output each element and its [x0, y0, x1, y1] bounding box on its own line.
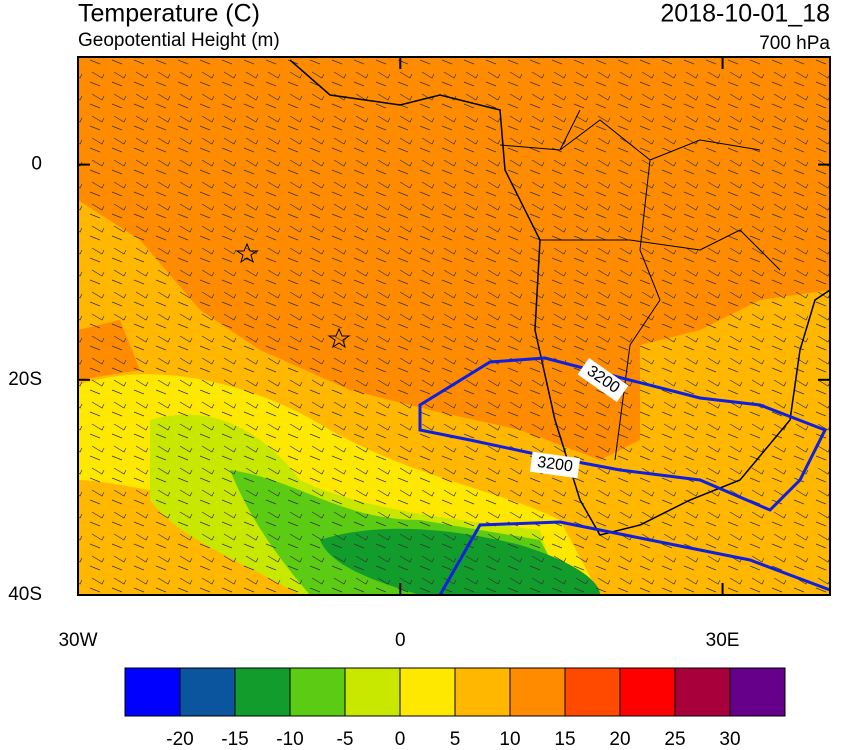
- colorbar-label: 10: [499, 729, 520, 750]
- colorbar-box: [179, 667, 236, 717]
- contour-line: [438, 520, 830, 595]
- x-tick-label: 30W: [58, 630, 97, 651]
- colorbar-label: -10: [276, 729, 303, 750]
- x-tick-label: 30E: [706, 630, 740, 651]
- colorbar-box: [124, 667, 181, 717]
- colorbar-label: -20: [166, 729, 193, 750]
- colorbar-box: [399, 667, 456, 717]
- y-tick-label: 20S: [8, 369, 42, 390]
- contour-line: [418, 356, 828, 512]
- colorbar-box: [674, 667, 731, 717]
- colorbar-box: [289, 667, 346, 717]
- colorbar-label: 0: [395, 729, 406, 750]
- colorbar-box: [564, 667, 621, 717]
- x-tick-label: 0: [395, 630, 406, 651]
- colorbar-box: [454, 667, 511, 717]
- station-marker: [235, 242, 259, 264]
- colorbar-label: -5: [337, 729, 354, 750]
- y-tick-label: 40S: [8, 584, 42, 605]
- level: 700 hPa: [759, 33, 830, 54]
- contour-label: 3200: [536, 454, 574, 476]
- colorbar-box: [234, 667, 291, 717]
- station-marker: [327, 327, 351, 349]
- plot-frame: [77, 56, 831, 596]
- title: Temperature (C): [78, 0, 260, 28]
- borders: [499, 109, 781, 461]
- subtitle: Geopotential Height (m): [78, 30, 280, 51]
- colorbar-label: 30: [719, 729, 740, 750]
- colorbar-box: [344, 667, 401, 717]
- colorbar-label: 5: [450, 729, 461, 750]
- y-tick-label: 0: [31, 154, 42, 175]
- colorbar-label: 15: [554, 729, 575, 750]
- colorbar-label: -15: [221, 729, 248, 750]
- contour-label-bg: [529, 451, 581, 479]
- colorbar-label: 20: [609, 729, 630, 750]
- map-field: [78, 57, 830, 595]
- colorbar-box: [729, 667, 786, 717]
- valid-time: 2018-10-01_18: [660, 0, 830, 28]
- contour-label-box: 3200: [529, 451, 581, 479]
- contour-label-bg: [577, 358, 629, 402]
- colorbar-label: 25: [664, 729, 685, 750]
- colorbar-box: [619, 667, 676, 717]
- colorbar-box: [509, 667, 566, 717]
- wind-barbs: [78, 57, 830, 595]
